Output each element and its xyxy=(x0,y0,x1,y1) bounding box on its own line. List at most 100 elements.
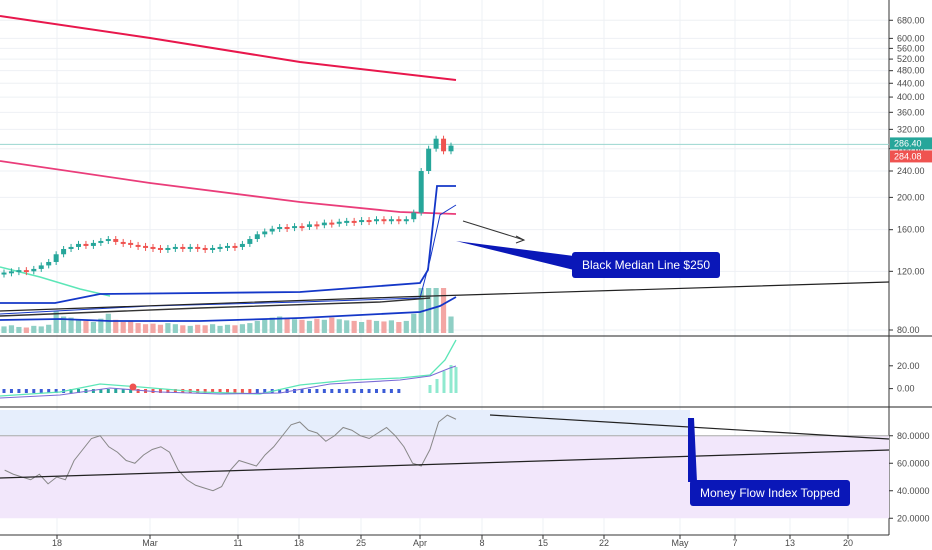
macd-histogram-bar xyxy=(307,389,311,393)
macd-histogram-bar xyxy=(442,371,446,393)
macd-tick-label: 20.00 xyxy=(897,361,920,371)
volume-bar xyxy=(426,288,432,333)
macd-histogram-bar xyxy=(99,389,103,393)
volume-bar xyxy=(195,324,201,333)
candle-body xyxy=(336,221,342,224)
volume-bar xyxy=(239,324,245,333)
candle-body xyxy=(448,145,454,152)
candle-body xyxy=(128,242,134,245)
ma-upper-line xyxy=(0,15,457,81)
macd-histogram-bar xyxy=(24,389,28,393)
candle-body xyxy=(83,243,89,246)
macd-histogram-bar xyxy=(54,389,58,393)
candle-body xyxy=(381,219,387,222)
volume-bar xyxy=(180,325,186,333)
y-tick-label: 560.00 xyxy=(897,43,925,53)
volume-bar xyxy=(157,324,164,333)
x-tick-label: 20 xyxy=(843,538,853,548)
volume-bar xyxy=(187,325,193,333)
mfi-tick-label: 80.0000 xyxy=(897,431,930,441)
candle-body xyxy=(76,243,81,247)
macd-histogram-bar xyxy=(454,367,458,393)
volume-bar xyxy=(1,326,7,333)
volume-bar xyxy=(373,320,380,333)
macd-histogram-bar xyxy=(375,389,378,393)
mfi-overbought-zone xyxy=(0,410,690,436)
y-tick-label: 400.00 xyxy=(897,92,925,102)
macd-histogram-bar xyxy=(203,389,207,393)
macd-histogram-bar xyxy=(233,389,237,393)
price-badge-lower xyxy=(890,150,932,163)
x-tick-label: Apr xyxy=(413,538,427,548)
x-tick-label: 15 xyxy=(538,538,548,548)
volume-bar xyxy=(53,311,59,333)
volume-bar xyxy=(217,325,223,333)
macd-histogram-bar xyxy=(337,389,341,393)
volume-bar xyxy=(344,320,350,333)
median-line-short xyxy=(0,297,431,317)
candle-body xyxy=(403,219,409,222)
volume-bar xyxy=(329,317,335,333)
macd-histogram-bar xyxy=(173,389,177,393)
volume-bar xyxy=(83,320,89,333)
median-line-callout: Black Median Line $250 xyxy=(572,252,721,278)
x-tick-label: 7 xyxy=(732,538,737,548)
macd-histogram-bar xyxy=(263,389,267,393)
x-tick-label: 11 xyxy=(233,538,242,548)
volume-bar xyxy=(172,324,178,333)
volume-bar xyxy=(75,319,82,333)
candle-body xyxy=(292,226,298,229)
channel-lower-line xyxy=(0,296,457,322)
candle-body xyxy=(180,246,186,249)
candle-body xyxy=(53,254,59,262)
candle-body xyxy=(98,240,104,243)
volume-bar xyxy=(16,326,22,333)
candle-body xyxy=(388,219,394,222)
volume-bar xyxy=(128,320,134,333)
macd-line xyxy=(0,365,457,399)
volume-bars xyxy=(1,288,454,333)
candle-body xyxy=(105,239,111,242)
candle-body xyxy=(426,148,432,171)
candle-body xyxy=(195,246,201,249)
mfi-tick-label: 40.0000 xyxy=(897,486,930,496)
candle-body xyxy=(31,268,37,272)
y-tick-label: 520.00 xyxy=(897,54,925,64)
macd-histogram-bar xyxy=(39,389,43,393)
candle-body xyxy=(262,231,268,235)
volume-bar xyxy=(277,316,283,333)
macd-histogram-bar xyxy=(285,389,289,393)
macd-histogram-bar xyxy=(360,389,364,393)
volume-bar xyxy=(366,319,372,333)
y-tick-label: 600.00 xyxy=(897,33,925,43)
volume-bar xyxy=(351,320,357,333)
candle-body xyxy=(269,228,275,232)
macd-histogram-bar xyxy=(69,389,73,393)
macd-histogram-bar xyxy=(211,389,215,393)
macd-histogram-bar xyxy=(315,389,319,393)
macd-histogram-bar xyxy=(449,365,453,393)
y-tick-label: 360.00 xyxy=(897,107,925,117)
macd-histogram-bar xyxy=(397,389,401,393)
candle-body xyxy=(8,271,14,274)
candle-body xyxy=(120,241,126,244)
mfi-tick-label: 20.0000 xyxy=(897,513,930,523)
macd-histogram-bar xyxy=(196,389,200,393)
candle-body xyxy=(359,220,365,223)
candle-body xyxy=(90,242,96,246)
candle-body xyxy=(135,244,141,247)
volume-bar xyxy=(269,317,275,333)
candle-body xyxy=(113,239,119,242)
macd-histogram-bar xyxy=(136,389,140,393)
median-arrow xyxy=(462,220,525,241)
macd-histogram-bar xyxy=(382,389,386,393)
macd-histogram-bar xyxy=(121,389,125,393)
volume-bar xyxy=(232,325,238,333)
y-tick-label: 680.00 xyxy=(897,15,925,25)
volume-bar xyxy=(284,318,290,333)
mfi-trendline-up xyxy=(0,449,890,479)
volume-bar xyxy=(224,324,231,333)
macd-histogram-bar xyxy=(114,389,118,393)
x-tick-label: Mar xyxy=(142,538,158,548)
